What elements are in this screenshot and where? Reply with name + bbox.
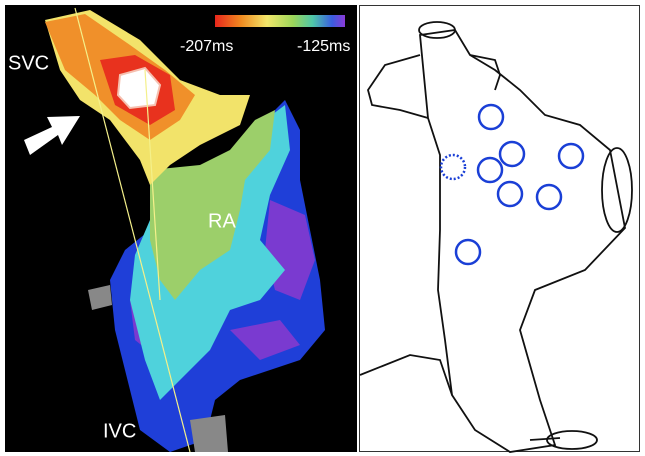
scale-min: -207ms [180,38,233,55]
color-bar [215,15,345,27]
label-ivc: IVC [103,420,136,442]
figure: -207ms -125ms SVC RA IVC [0,0,645,456]
label-svc: SVC [8,52,49,74]
schematic [360,6,640,453]
activation-map: -207ms -125ms SVC RA IVC [5,5,357,452]
label-ra: RA [208,210,236,232]
scale-max: -125ms [297,38,350,55]
